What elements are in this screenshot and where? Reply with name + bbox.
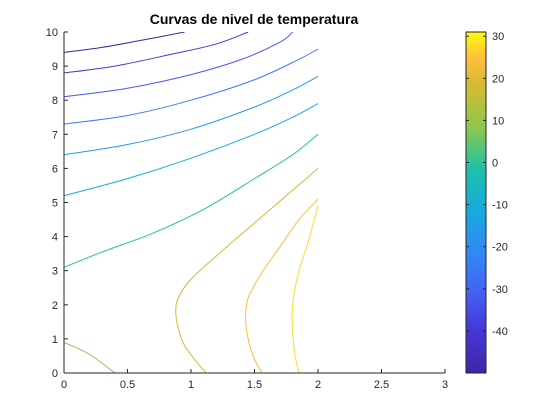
colorbar-gradient — [465, 31, 487, 374]
y-tick-label: 4 — [52, 232, 58, 244]
x-tick-label: 2.5 — [374, 379, 389, 391]
colorbar-tick-label: -20 — [492, 242, 508, 254]
contour-line-7 — [64, 341, 116, 373]
contour-line-6 — [64, 133, 319, 268]
x-tick-label: 0.5 — [120, 379, 135, 391]
colorbar-tick-label: -40 — [492, 326, 508, 338]
contour-line-9 — [245, 198, 319, 373]
contour-line-3 — [64, 48, 319, 125]
x-tick-label: 2 — [315, 379, 321, 391]
colorbar-tick-label: -30 — [492, 284, 508, 296]
y-tick-label: 9 — [52, 61, 58, 73]
colorbar-tick-label: -10 — [492, 200, 508, 212]
x-tick-label: 0 — [61, 379, 67, 391]
x-ticks: 0 0.5 1 1.5 2 2.5 3 — [61, 369, 448, 391]
x-tick-label: 1.5 — [247, 379, 262, 391]
y-tick-label: 5 — [52, 198, 58, 210]
contour-line-2 — [64, 32, 293, 98]
colorbar: -40 -30 -20 -10 0 10 20 30 — [465, 31, 508, 374]
colorbar-ticks: -40 -30 -20 -10 0 10 20 30 — [466, 31, 508, 338]
contour-lines — [64, 32, 319, 373]
x-tick-label: 1 — [188, 379, 194, 391]
colorbar-tick-label: 20 — [492, 73, 504, 85]
colorbar-tick-label: 0 — [492, 158, 498, 170]
contour-line-10 — [291, 205, 319, 373]
colorbar-tick-label: 30 — [492, 31, 504, 43]
y-tick-label: 3 — [52, 266, 58, 278]
contour-line-0 — [64, 32, 185, 53]
contour-line-8 — [175, 168, 319, 373]
plot-axes: 0 0.5 1 1.5 2 2.5 3 0 1 2 3 4 5 6 7 8 9 10 — [46, 27, 448, 391]
chart-title: Curvas de nivel de temperatura — [150, 11, 359, 27]
y-tick-label: 10 — [46, 27, 58, 39]
contour-line-1 — [64, 32, 249, 74]
x-tick-label: 3 — [442, 379, 448, 391]
y-tick-label: 1 — [52, 334, 58, 346]
y-tick-label: 6 — [52, 163, 58, 175]
y-tick-label: 2 — [52, 300, 58, 312]
contour-line-4 — [64, 75, 319, 156]
colorbar-tick-label: 10 — [492, 115, 504, 127]
contour-line-5 — [64, 103, 319, 197]
y-ticks: 0 1 2 3 4 5 6 7 8 9 10 — [46, 27, 68, 380]
y-tick-label: 8 — [52, 95, 58, 107]
y-tick-label: 7 — [52, 129, 58, 141]
y-tick-label: 0 — [52, 368, 58, 380]
